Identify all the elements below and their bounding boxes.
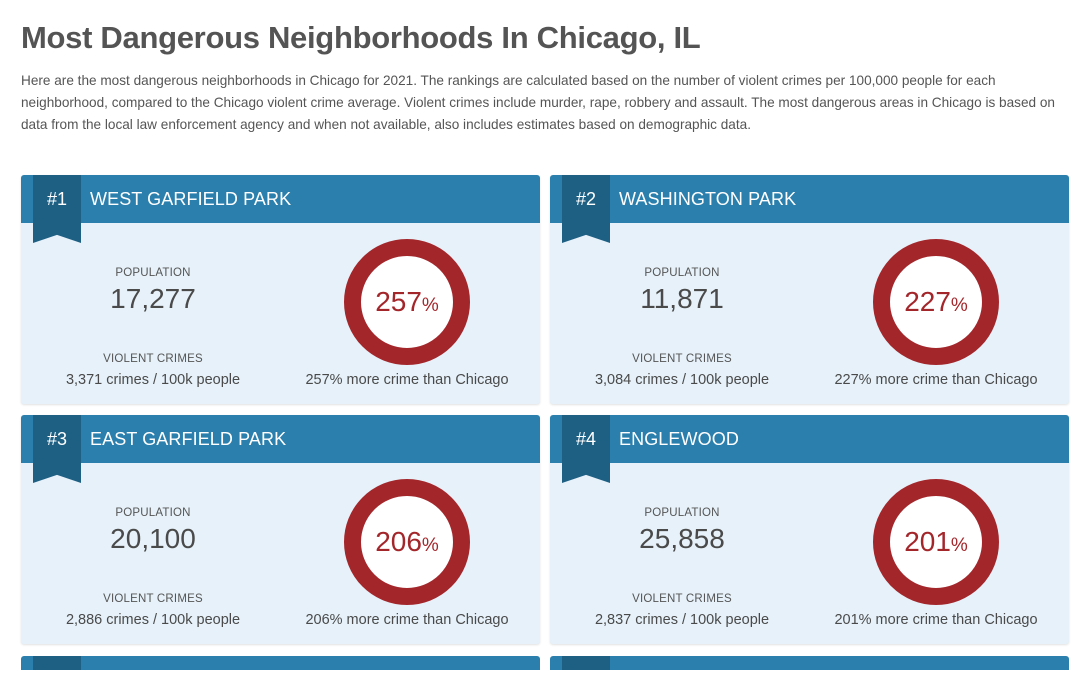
card-header: #1 WEST GARFIELD PARK [21,175,540,243]
crime-percent-ring: 227% [873,239,999,365]
crime-percent: 201% [890,496,982,588]
crime-percent-ring: 257% [344,239,470,365]
crime-percent-number: 227 [904,286,951,317]
violent-crimes-label: VIOLENT CRIMES [632,593,732,605]
crime-percent-ring: 201% [873,479,999,605]
crime-percent-number: 201 [904,526,951,557]
neighborhood-name[interactable]: WASHINGTON PARK [619,189,797,209]
page-title: Most Dangerous Neighborhoods In Chicago,… [21,20,701,55]
crime-percent-unit: % [950,535,968,556]
violent-crimes-label: VIOLENT CRIMES [103,593,203,605]
crime-comparison: 257% more crime than Chicago [305,372,509,388]
crime-percent: 206% [361,496,453,588]
neighborhood-card[interactable]: #4 ENGLEWOOD POPULATION 25,858 VIOLENT C… [550,415,1069,644]
crime-percent-unit: % [421,295,439,316]
rank-ribbon: #4 [562,415,610,483]
crime-percent-number: 206 [375,526,422,557]
population-label: POPULATION [115,507,191,519]
neighborhood-card[interactable]: #1 WEST GARFIELD PARK POPULATION 17,277 … [21,175,540,404]
violent-crimes-value: 3,371 crimes / 100k people [65,372,241,388]
rank-badge: #4 [575,429,597,449]
card-header: #2 WASHINGTON PARK [550,175,1069,243]
rank-ribbon [562,656,610,670]
rank-ribbon [33,656,81,670]
rank-ribbon: #2 [562,175,610,243]
neighborhood-card[interactable]: #3 EAST GARFIELD PARK POPULATION 20,100 … [21,415,540,644]
violent-crimes-value: 3,084 crimes / 100k people [594,372,770,388]
rank-badge: #1 [46,189,68,209]
crime-percent-unit: % [950,295,968,316]
crime-percent-number: 257 [375,286,422,317]
crime-percent: 227% [890,256,982,348]
crime-comparison: 201% more crime than Chicago [834,612,1038,628]
neighborhood-card[interactable]: #2 WASHINGTON PARK POPULATION 11,871 VIO… [550,175,1069,404]
population-label: POPULATION [644,507,720,519]
crime-percent-unit: % [421,535,439,556]
rank-badge: #2 [575,189,597,209]
rank-badge: #3 [46,429,68,449]
card-header: #3 EAST GARFIELD PARK [21,415,540,483]
population-label: POPULATION [115,267,191,279]
neighborhood-card-partial[interactable] [21,656,540,670]
violent-crimes-value: 2,886 crimes / 100k people [65,612,241,628]
neighborhood-card-partial[interactable] [550,656,1069,670]
crime-percent: 257% [361,256,453,348]
page-intro: Here are the most dangerous neighborhood… [21,73,1055,132]
population-value: 11,871 [640,283,724,314]
population-value: 17,277 [110,283,196,314]
crime-comparison: 227% more crime than Chicago [834,372,1038,388]
crime-comparison: 206% more crime than Chicago [305,612,509,628]
violent-crimes-label: VIOLENT CRIMES [103,353,203,365]
violent-crimes-value: 2,837 crimes / 100k people [594,612,770,628]
neighborhood-name[interactable]: WEST GARFIELD PARK [90,189,292,209]
rank-ribbon: #1 [33,175,81,243]
neighborhood-name[interactable]: ENGLEWOOD [619,429,739,449]
rank-ribbon: #3 [33,415,81,483]
population-value: 20,100 [110,523,196,554]
violent-crimes-label: VIOLENT CRIMES [632,353,732,365]
crime-percent-ring: 206% [344,479,470,605]
population-label: POPULATION [644,267,720,279]
population-value: 25,858 [639,523,725,554]
neighborhood-name[interactable]: EAST GARFIELD PARK [90,429,287,449]
card-header: #4 ENGLEWOOD [550,415,1069,483]
